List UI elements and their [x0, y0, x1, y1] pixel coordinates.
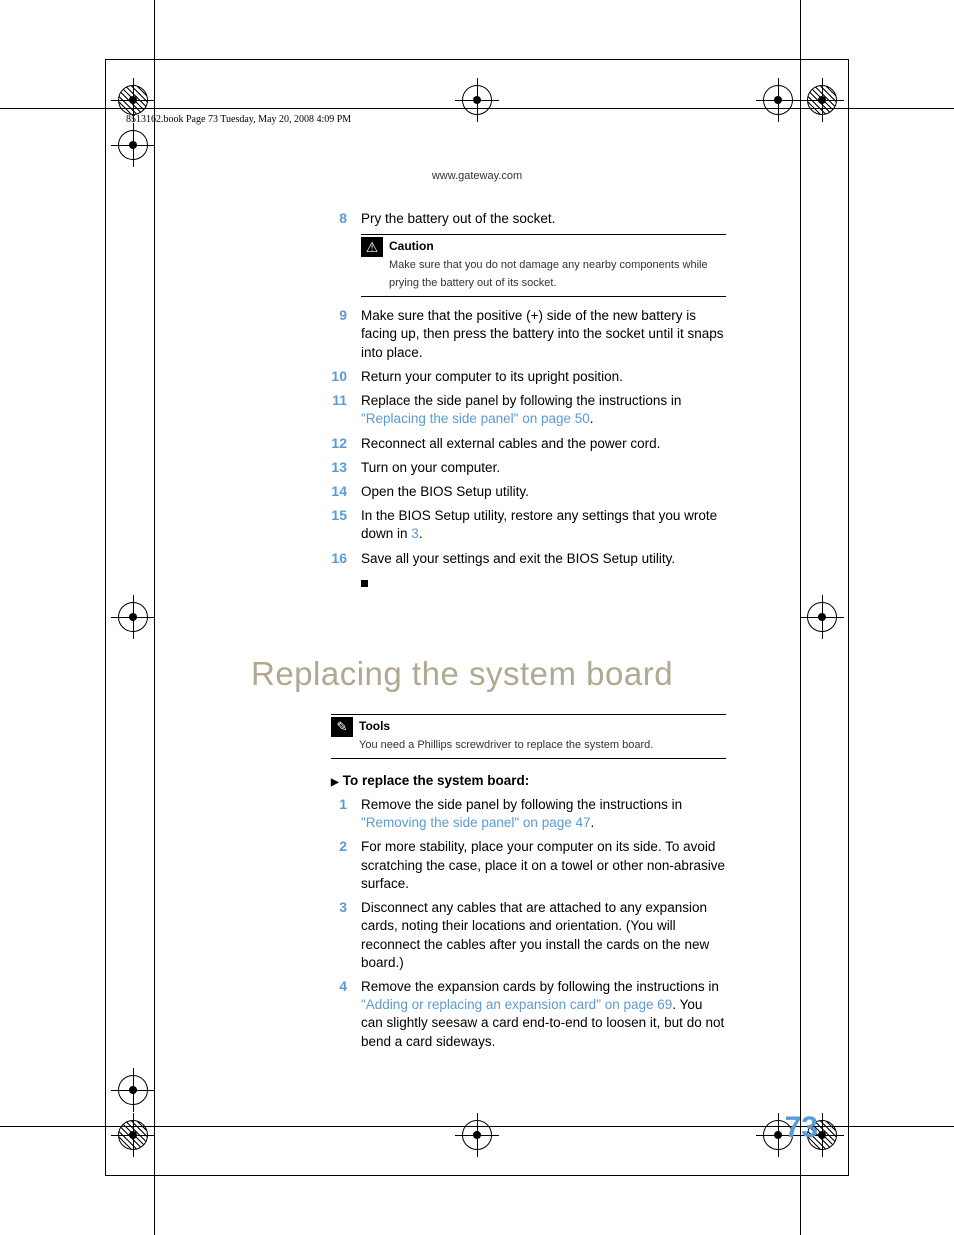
page-url: www.gateway.com: [106, 170, 848, 182]
step-text: Reconnect all external cables and the po…: [361, 435, 726, 453]
step-2: 2 For more stability, place your compute…: [331, 838, 726, 893]
step-text: Replace the side panel by following the …: [361, 392, 726, 428]
step-4: 4 Remove the expansion cards by followin…: [331, 978, 726, 1051]
step-9: 9 Make sure that the positive (+) side o…: [331, 307, 726, 362]
step-1: 1 Remove the side panel by following the…: [331, 796, 726, 832]
caution-box: ⚠ Caution Make sure that you do not dama…: [361, 234, 726, 297]
tools-icon: ✎: [331, 717, 353, 737]
step-number: 1: [331, 796, 361, 832]
page-number: 73: [785, 1111, 818, 1145]
step-number: 14: [331, 483, 361, 501]
caution-title: Caution: [389, 239, 434, 253]
step-text: Disconnect any cables that are attached …: [361, 899, 726, 972]
step-number: 8: [331, 210, 361, 228]
cross-ref-link[interactable]: 3: [411, 526, 419, 541]
step-number: 10: [331, 368, 361, 386]
step-text: Open the BIOS Setup utility.: [361, 483, 726, 501]
step-text: Remove the side panel by following the i…: [361, 796, 726, 832]
step-post: .: [591, 815, 595, 830]
tools-body: You need a Phillips screwdriver to repla…: [359, 739, 653, 751]
step-10: 10 Return your computer to its upright p…: [331, 368, 726, 386]
step-text: In the BIOS Setup utility, restore any s…: [361, 507, 726, 543]
step-text: Remove the expansion cards by following …: [361, 978, 726, 1051]
content-area-1: 8 Pry the battery out of the socket. ⚠ C…: [331, 210, 726, 592]
step-text: Return your computer to its upright posi…: [361, 368, 726, 386]
step-13: 13 Turn on your computer.: [331, 459, 726, 477]
caution-body: Make sure that you do not damage any nea…: [389, 259, 708, 289]
end-of-procedure-icon: [361, 580, 368, 587]
step-number: 11: [331, 392, 361, 428]
step-number: 4: [331, 978, 361, 1051]
step-pre: Replace the side panel by following the …: [361, 393, 681, 408]
step-text: Pry the battery out of the socket.: [361, 210, 726, 228]
step-number: 15: [331, 507, 361, 543]
step-number: 12: [331, 435, 361, 453]
cross-ref-link[interactable]: "Removing the side panel" on page 47: [361, 815, 591, 830]
tools-title: Tools: [359, 719, 390, 733]
cross-ref-link[interactable]: "Replacing the side panel" on page 50: [361, 411, 590, 426]
step-number: 3: [331, 899, 361, 972]
step-post: .: [590, 411, 594, 426]
step-15: 15 In the BIOS Setup utility, restore an…: [331, 507, 726, 543]
step-8: 8 Pry the battery out of the socket.: [331, 210, 726, 228]
step-11: 11 Replace the side panel by following t…: [331, 392, 726, 428]
step-pre: Remove the expansion cards by following …: [361, 979, 719, 994]
running-head: 8513162.book Page 73 Tuesday, May 20, 20…: [126, 114, 351, 125]
step-number: 9: [331, 307, 361, 362]
step-12: 12 Reconnect all external cables and the…: [331, 435, 726, 453]
page-frame: 8513162.book Page 73 Tuesday, May 20, 20…: [105, 59, 849, 1176]
step-pre: Remove the side panel by following the i…: [361, 797, 682, 812]
step-14: 14 Open the BIOS Setup utility.: [331, 483, 726, 501]
step-post: .: [419, 526, 423, 541]
content-area-2: ✎ Tools You need a Phillips screwdriver …: [331, 714, 726, 1057]
cross-ref-link[interactable]: "Adding or replacing an expansion card" …: [361, 997, 672, 1012]
step-3: 3 Disconnect any cables that are attache…: [331, 899, 726, 972]
procedure-title: To replace the system board:: [331, 773, 726, 788]
caution-icon: ⚠: [361, 237, 383, 257]
tools-box: ✎ Tools You need a Phillips screwdriver …: [331, 714, 726, 759]
step-text: Save all your settings and exit the BIOS…: [361, 550, 726, 568]
section-heading: Replacing the system board: [251, 655, 673, 693]
step-text: For more stability, place your computer …: [361, 838, 726, 893]
step-number: 2: [331, 838, 361, 893]
step-number: 13: [331, 459, 361, 477]
step-text: Make sure that the positive (+) side of …: [361, 307, 726, 362]
step-text: Turn on your computer.: [361, 459, 726, 477]
step-number: 16: [331, 550, 361, 568]
step-16: 16 Save all your settings and exit the B…: [331, 550, 726, 568]
